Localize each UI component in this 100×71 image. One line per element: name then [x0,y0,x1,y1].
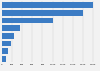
Bar [2,18,52,23]
Bar [2,56,6,62]
Bar [2,10,83,16]
Bar [2,48,8,54]
Bar [2,2,93,8]
Bar [2,41,11,46]
Bar [2,25,20,31]
Bar [2,33,14,39]
